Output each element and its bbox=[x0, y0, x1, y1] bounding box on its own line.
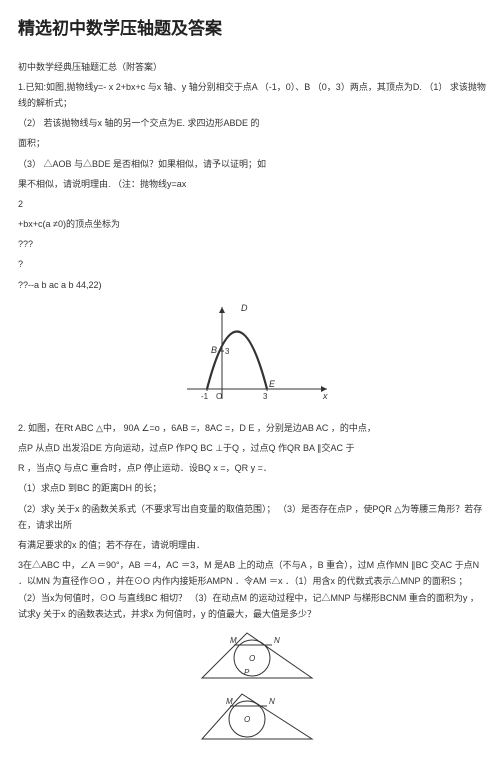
label-O: O bbox=[249, 654, 255, 663]
parabola-curve bbox=[207, 331, 267, 389]
label-N: N bbox=[274, 636, 280, 645]
label-B: B bbox=[211, 345, 217, 355]
label-E: E bbox=[269, 379, 276, 389]
problem-1-line-9: ? bbox=[18, 256, 486, 272]
problem-2-line-1: 2. 如图，在Rt ABC △中， 90A ∠=o ，6AB =，8AC =，D… bbox=[18, 420, 486, 436]
label-D: D bbox=[241, 303, 248, 313]
page-title: 精选初中数学压轴题及答案 bbox=[18, 14, 486, 45]
figure-2-top: M O N P bbox=[28, 628, 486, 683]
problem-1-line-4: （3） △AOB 与△BDE 是否相似？如果相似，请予以证明；如 bbox=[18, 156, 486, 172]
label-P: P bbox=[244, 668, 250, 677]
problem-1-line-5: 果不相似，请说明理由. （注：抛物线y=ax bbox=[18, 176, 486, 192]
label-O-2: O bbox=[244, 715, 250, 724]
label-minus1: -1 bbox=[201, 392, 209, 401]
problem-1-line-3: 面积； bbox=[18, 135, 486, 151]
problem-1-line-8: ??? bbox=[18, 236, 486, 252]
problem-2-line-2: 点P 从点D 出发沿DE 方向运动，过点P 作PQ BC ⊥于Q ，过点Q 作Q… bbox=[18, 440, 486, 456]
label-M: M bbox=[230, 636, 237, 645]
intro-text: 初中数学经典压轴题汇总（附答案） bbox=[18, 59, 486, 75]
problem-3-text: 3在△ABC 中，∠A ＝90°，AB ＝4，AC ＝3，M 是AB 上的动点（… bbox=[18, 557, 486, 622]
y-arrow bbox=[219, 307, 225, 313]
label-0: O bbox=[216, 392, 222, 401]
label-M-2: M bbox=[226, 697, 233, 706]
figure-2-bottom: M O N bbox=[28, 689, 486, 744]
label-x: x bbox=[322, 391, 328, 401]
problem-2-line-5: （2）求y 关于x 的函数关系式（不要求写出自变量的取值范围）； （3）是否存在… bbox=[18, 501, 486, 533]
label-3b: 3 bbox=[263, 392, 268, 401]
problem-2-line-6: 有满足要求的x 的值；若不存在，请说明理由． bbox=[18, 537, 486, 553]
problem-2-line-3: R ，当点Q 与点C 重合时，点P 停止运动．设BQ x =，QR y =． bbox=[18, 460, 486, 476]
problem-1-line-2: （2） 若该抛物线与x 轴的另一个交点为E. 求四边形ABDE 的 bbox=[18, 115, 486, 131]
figure-1-parabola: D B 3 E -1 O 3 x bbox=[18, 299, 486, 414]
problem-2-line-4: （1）求点D 到BC 的距离DH 的长； bbox=[18, 480, 486, 496]
problem-1-line-1: 1.已知:如图,抛物线y=- x 2+bx+c 与x 轴、y 轴分别相交于点A … bbox=[18, 79, 486, 111]
problem-1-line-10: ??--a b ac a b 44,22) bbox=[18, 277, 486, 293]
label-N-2: N bbox=[269, 697, 275, 706]
label-3: 3 bbox=[225, 347, 230, 356]
problem-1-line-7: +bx+c(a ≠0)的顶点坐标为 bbox=[18, 216, 486, 232]
problem-1-line-6: 2 bbox=[18, 196, 486, 212]
triangle-outer bbox=[202, 633, 312, 678]
triangle-outer-2 bbox=[202, 694, 312, 739]
